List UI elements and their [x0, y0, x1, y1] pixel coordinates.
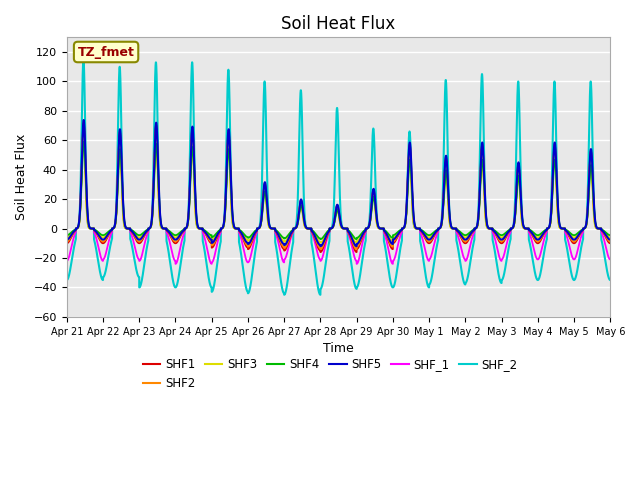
SHF5 — [507, 226, 515, 231]
SHF3 — [63, 235, 70, 240]
SHF_1 — [500, 253, 508, 259]
SHF1 — [63, 240, 70, 246]
SHF1 — [317, 249, 324, 255]
SHF2 — [92, 228, 99, 234]
SHF_2 — [607, 277, 614, 283]
SHF4 — [486, 226, 494, 231]
SHF_2 — [500, 274, 508, 279]
SHF5 — [500, 236, 508, 241]
SHF_2 — [410, 221, 418, 227]
Line: SHF1: SHF1 — [67, 122, 611, 252]
SHF1 — [92, 228, 99, 234]
SHF5 — [317, 243, 324, 249]
X-axis label: Time: Time — [323, 342, 354, 355]
SHF2 — [317, 246, 324, 252]
SHF4 — [507, 226, 515, 231]
Line: SHF_2: SHF_2 — [67, 60, 611, 295]
SHF_2 — [507, 226, 515, 231]
SHF4 — [410, 215, 418, 221]
SHF1 — [607, 240, 614, 246]
SHF2 — [410, 220, 418, 226]
SHF3 — [607, 235, 614, 240]
SHF5 — [486, 226, 494, 231]
SHF4 — [92, 227, 99, 233]
Line: SHF3: SHF3 — [67, 134, 611, 243]
SHF_1 — [172, 261, 179, 267]
SHF_1 — [92, 232, 99, 238]
SHF3 — [410, 222, 418, 228]
SHF_2 — [92, 241, 99, 247]
SHF5 — [472, 226, 479, 231]
SHF1 — [507, 226, 515, 231]
SHF_1 — [410, 219, 418, 225]
SHF1 — [80, 120, 88, 125]
SHF5 — [92, 228, 99, 234]
Line: SHF2: SHF2 — [67, 129, 611, 249]
SHF_1 — [486, 226, 494, 231]
SHF2 — [472, 226, 479, 231]
SHF_1 — [607, 257, 614, 263]
SHF3 — [500, 234, 508, 240]
SHF4 — [80, 139, 88, 144]
Line: SHF5: SHF5 — [67, 120, 611, 246]
SHF1 — [410, 217, 418, 223]
Legend: SHF1, SHF2, SHF3, SHF4, SHF5, SHF_1, SHF_2: SHF1, SHF2, SHF3, SHF4, SHF5, SHF_1, SHF… — [138, 353, 522, 395]
SHF4 — [500, 232, 508, 238]
SHF_1 — [472, 226, 479, 231]
SHF5 — [607, 237, 614, 242]
Line: SHF4: SHF4 — [67, 142, 611, 239]
SHF2 — [486, 226, 494, 231]
SHF1 — [500, 239, 508, 245]
SHF1 — [472, 226, 479, 231]
Text: TZ_fmet: TZ_fmet — [77, 46, 134, 59]
SHF3 — [92, 228, 99, 233]
SHF_2 — [472, 226, 479, 231]
SHF2 — [63, 239, 70, 244]
SHF3 — [472, 226, 479, 231]
SHF_1 — [80, 127, 88, 132]
Y-axis label: Soil Heat Flux: Soil Heat Flux — [15, 134, 28, 220]
SHF3 — [317, 240, 324, 246]
SHF_2 — [63, 277, 70, 283]
Line: SHF_1: SHF_1 — [67, 130, 611, 264]
SHF1 — [486, 226, 494, 231]
SHF4 — [472, 226, 479, 231]
SHF5 — [410, 215, 418, 221]
SHF3 — [507, 226, 515, 231]
SHF_2 — [280, 292, 288, 298]
Title: Soil Heat Flux: Soil Heat Flux — [282, 15, 396, 33]
SHF2 — [507, 226, 515, 231]
SHF4 — [607, 232, 614, 238]
SHF2 — [500, 238, 508, 243]
SHF_1 — [507, 226, 515, 231]
SHF4 — [63, 232, 70, 238]
SHF_2 — [486, 226, 494, 231]
SHF2 — [79, 126, 87, 132]
SHF5 — [80, 117, 88, 123]
SHF3 — [79, 132, 87, 137]
SHF_2 — [79, 57, 87, 62]
SHF4 — [317, 236, 324, 242]
SHF5 — [63, 237, 70, 242]
SHF2 — [607, 239, 614, 244]
SHF_1 — [63, 258, 70, 264]
SHF3 — [486, 226, 494, 231]
